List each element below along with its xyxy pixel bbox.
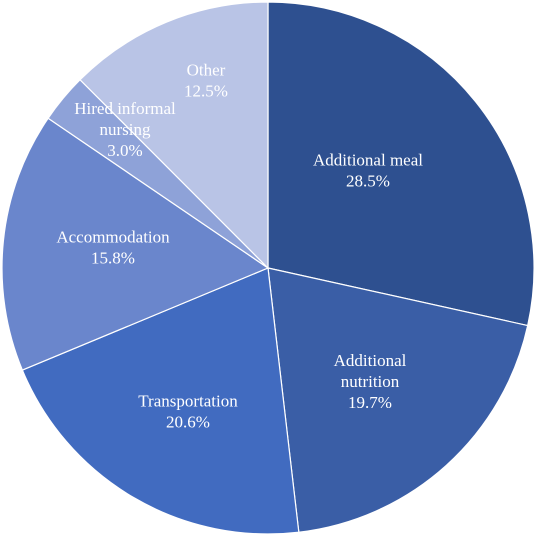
slice-category-label: Hired informal [74,99,176,118]
pie-labels: Additional meal 28.5% Additional nutrition 1… [56,60,423,431]
slice-category-label: Additional meal [313,150,423,169]
slice-category-label: nutrition [341,372,400,391]
slice-category-label: Additional [334,351,407,370]
slice-category-label: Transportation [138,391,238,410]
pie-slice [79,1,269,270]
slice-percent-label: 12.5% [184,81,228,100]
pie-slice [267,267,529,533]
slice-percent-label: 19.7% [348,393,392,412]
slice-percent-label: 28.5% [346,171,390,190]
slice-percent-label: 15.8% [91,248,135,267]
slice-category-label: nursing [100,120,152,139]
slice-percent-label: 3.0% [107,141,142,160]
slice-category-label: Other [187,60,226,79]
slice-category-label: Accommodation [56,227,170,246]
pie-slice [267,1,535,327]
slice-percent-label: 20.6% [166,412,210,431]
pie-slice [1,117,270,371]
pie-slice [21,267,300,535]
